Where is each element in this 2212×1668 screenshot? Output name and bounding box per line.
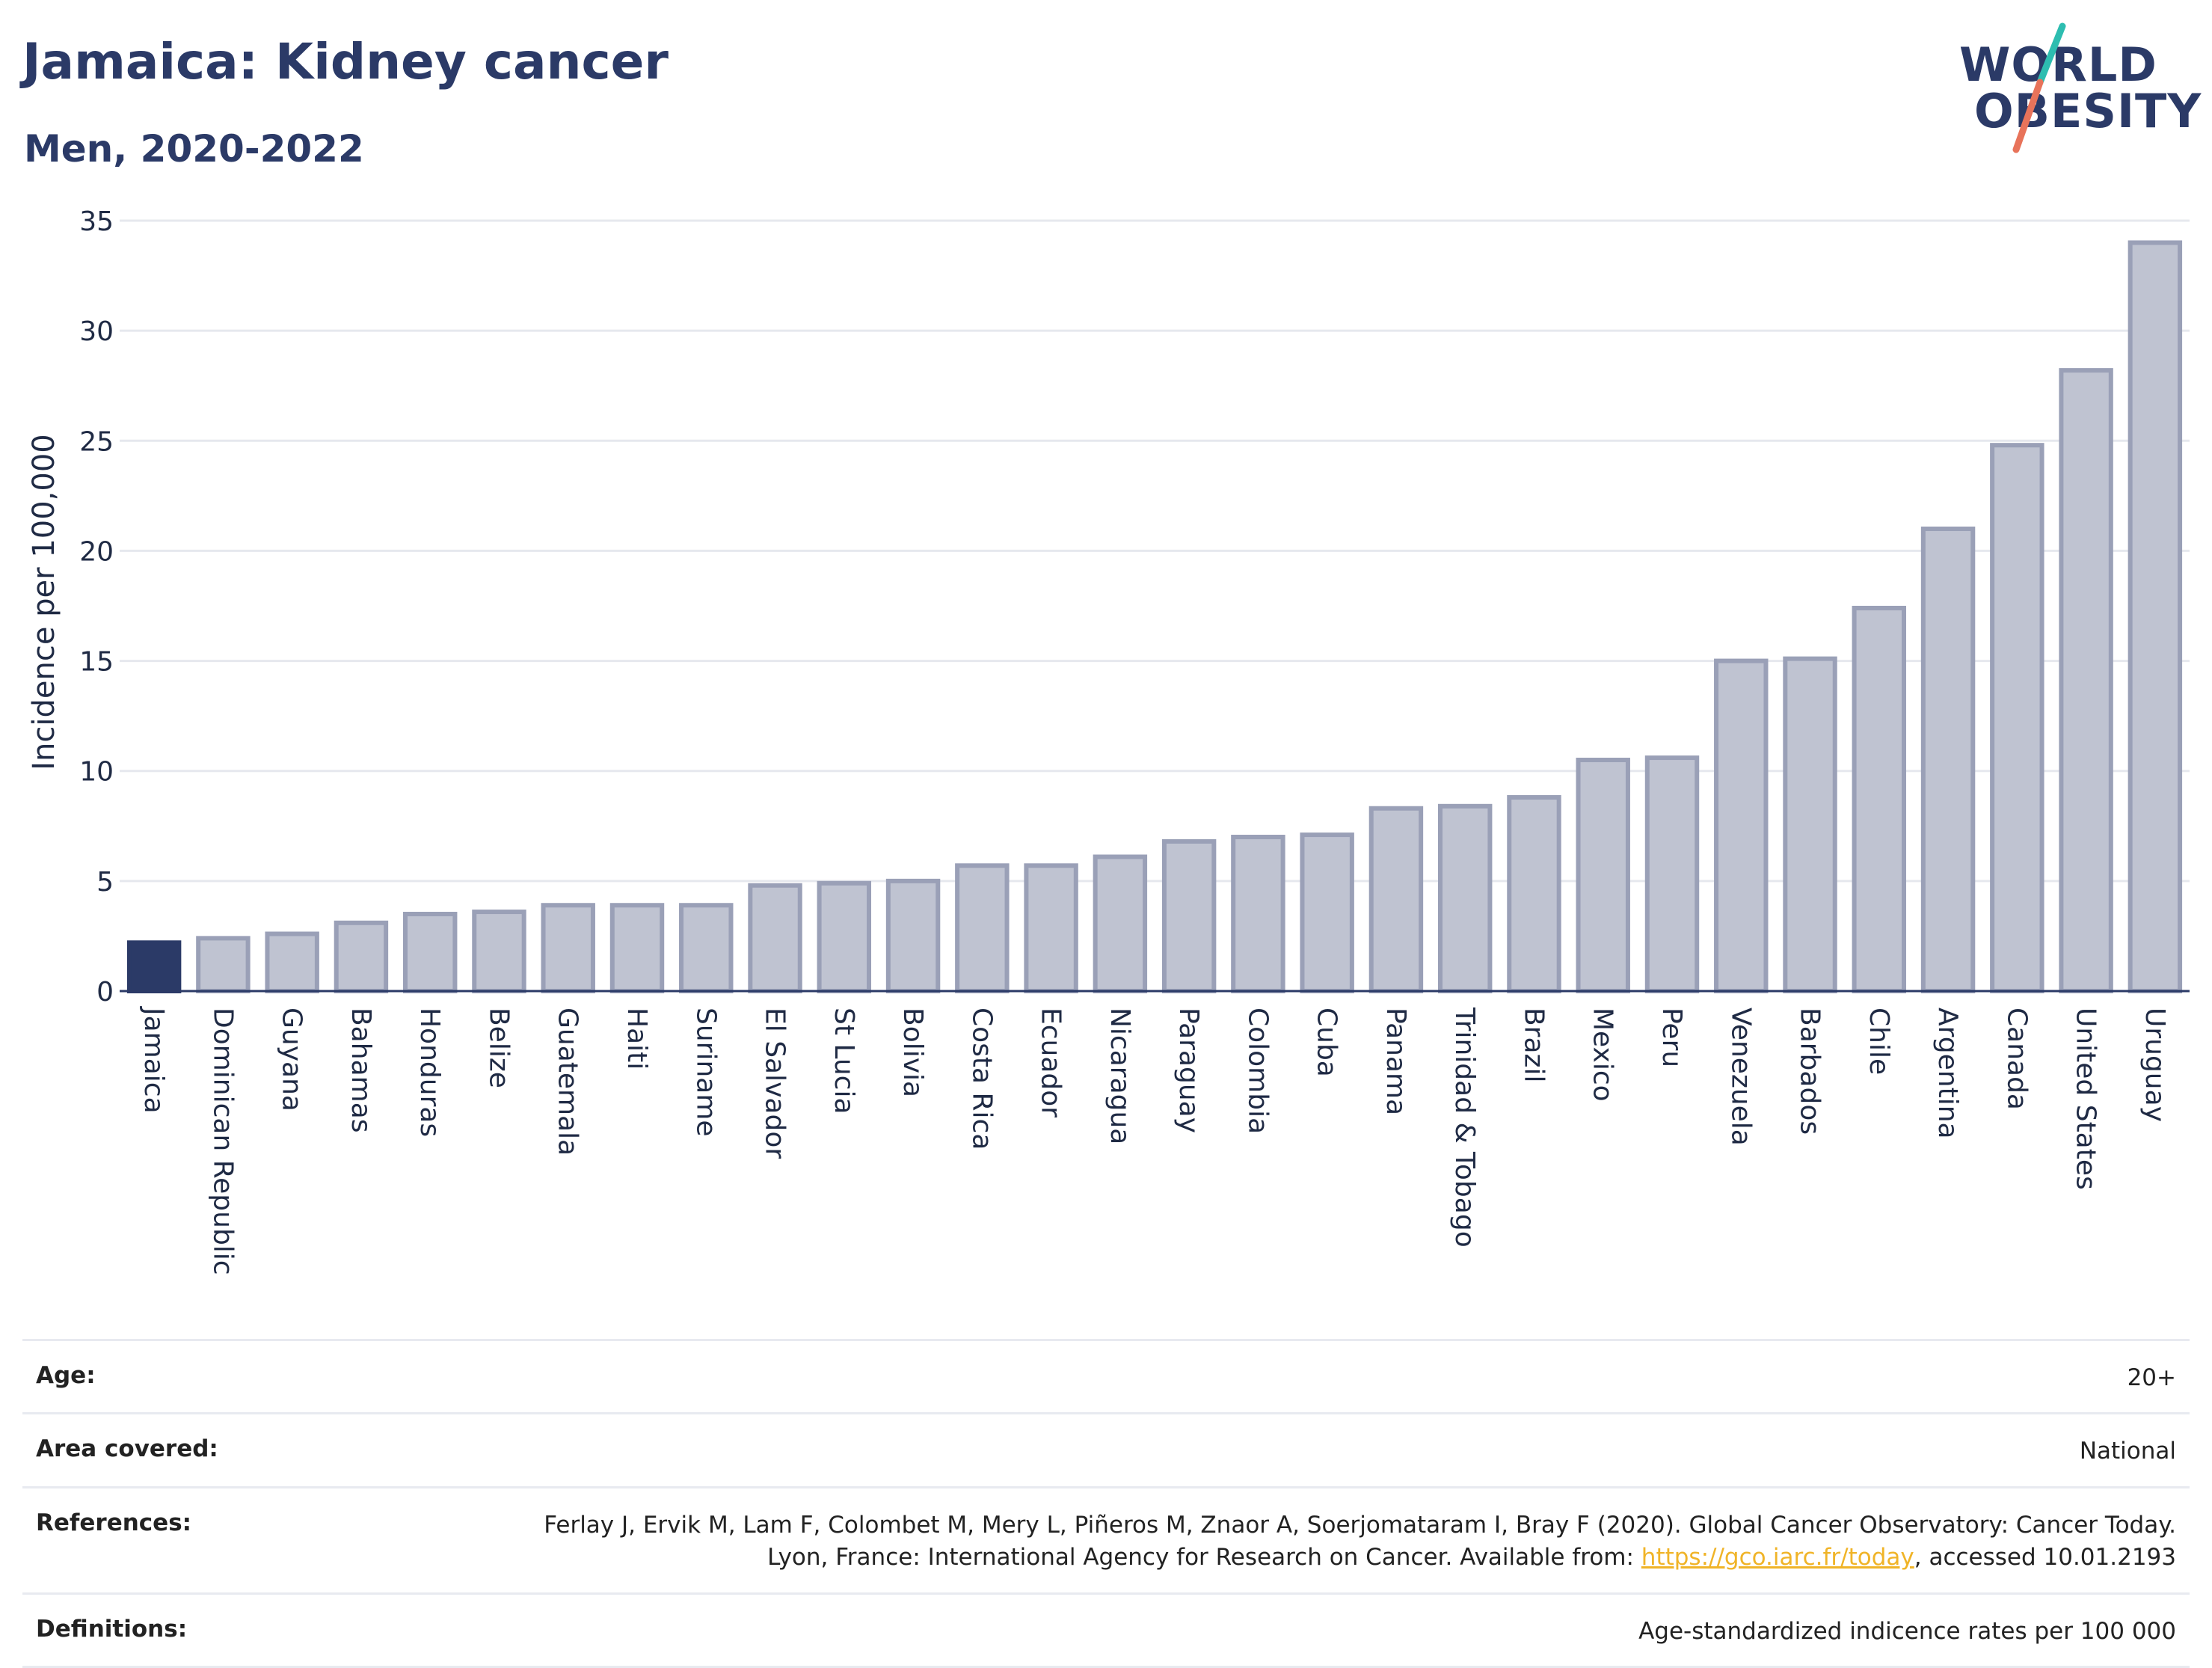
y-tick-label: 5 xyxy=(96,867,114,898)
bar-jamaica[interactable] xyxy=(126,940,182,993)
chart-title: Jamaica: Kidney cancer xyxy=(22,33,669,91)
meta-row-age: Age: 20+ xyxy=(22,1339,2190,1412)
x-axis-labels: Jamaica Dominican Republic Guyana Bahamas Ho… xyxy=(138,1006,2170,1275)
x-tick-label: Jamaica xyxy=(138,1006,169,1114)
bar-costa-rica[interactable] xyxy=(955,863,1010,993)
x-tick-label: Nicaragua xyxy=(1105,1008,1135,1144)
x-tick-label: Argentina xyxy=(1932,1008,1963,1139)
bar-panama[interactable] xyxy=(1368,806,1424,993)
x-tick-label: Colombia xyxy=(1242,1008,1273,1134)
bar-barbados[interactable] xyxy=(1783,656,1837,994)
bar-colombia[interactable] xyxy=(1231,835,1285,993)
bar-bahamas[interactable] xyxy=(334,920,389,993)
y-tick-label: 0 xyxy=(96,977,114,1008)
x-tick-label: Guyana xyxy=(277,1008,307,1112)
bar-haiti[interactable] xyxy=(609,903,665,994)
bar-brazil[interactable] xyxy=(1507,795,1561,993)
bar-uruguay[interactable] xyxy=(2127,240,2183,993)
meta-key: Definitions: xyxy=(36,1615,188,1643)
x-tick-label: St Lucia xyxy=(829,1008,859,1114)
bar-st-lucia[interactable] xyxy=(817,880,872,993)
x-tick-label: Peru xyxy=(1656,1008,1687,1067)
bar-united-states[interactable] xyxy=(2059,368,2113,994)
bar-ecuador[interactable] xyxy=(1024,863,1078,993)
meta-key: References: xyxy=(36,1509,192,1536)
y-tick-label: 10 xyxy=(79,757,114,788)
meta-key: Area covered: xyxy=(36,1435,218,1463)
logo-slash-icon xyxy=(2012,22,2066,153)
meta-row-area: Area covered: National xyxy=(22,1412,2190,1485)
bar-chart: 0 5 10 15 20 25 30 35 Jamaica Dominican Republic… xyxy=(27,206,2190,1275)
meta-value: National xyxy=(2079,1438,2176,1465)
x-tick-label: Trinidad & Tobago xyxy=(1449,1007,1480,1248)
world-obesity-logo: WORLD OBESITY xyxy=(1952,22,2202,157)
bar-canada[interactable] xyxy=(1990,443,2044,993)
grid-lines xyxy=(120,219,2190,993)
y-axis-ticks: 0 5 10 15 20 25 30 35 xyxy=(79,206,114,1008)
meta-value: Age-standardized indicence rates per 100… xyxy=(1638,1617,2176,1645)
metadata-table: Age: 20+ Area covered: National Referenc… xyxy=(22,1339,2190,1668)
x-tick-label: Chile xyxy=(1864,1008,1894,1075)
x-tick-label: Costa Rica xyxy=(966,1008,997,1150)
bar-peru[interactable] xyxy=(1644,755,1700,993)
logo-line-2: OBESITY xyxy=(1974,84,2202,138)
x-tick-label: Venezuela xyxy=(1725,1008,1756,1146)
bar-dominican-republic[interactable] xyxy=(196,936,251,993)
y-tick-label: 20 xyxy=(79,536,114,567)
bar-honduras[interactable] xyxy=(402,912,458,993)
bar-suriname[interactable] xyxy=(679,903,734,994)
x-tick-label: Ecuador xyxy=(1036,1008,1066,1117)
bars xyxy=(120,240,2190,994)
bar-nicaragua[interactable] xyxy=(1093,854,1148,993)
x-tick-label: Canada xyxy=(2001,1008,2032,1110)
y-axis-label: Incidence per 100,000 xyxy=(27,434,61,770)
x-tick-label: Uruguay xyxy=(2139,1008,2170,1122)
x-tick-label: Dominican Republic xyxy=(207,1008,238,1275)
x-tick-label: Honduras xyxy=(414,1008,445,1137)
meta-key: Age: xyxy=(36,1362,96,1389)
bar-guyana[interactable] xyxy=(265,931,319,993)
reference-link[interactable]: https://gco.iarc.fr/today xyxy=(1641,1544,1914,1572)
x-tick-label: Guatemala xyxy=(553,1008,583,1156)
bar-bolivia[interactable] xyxy=(885,878,941,993)
bar-belize[interactable] xyxy=(472,910,526,993)
bar-mexico[interactable] xyxy=(1576,758,1630,993)
x-tick-label: United States xyxy=(2071,1008,2101,1190)
chart-subtitle: Men, 2020-2022 xyxy=(24,127,364,171)
reference-text: Ferlay J, Ervik M, Lam F, Colombet M, Me… xyxy=(544,1511,2176,1572)
x-tick-label: Barbados xyxy=(1795,1008,1825,1135)
y-tick-label: 15 xyxy=(79,647,114,678)
x-tick-label: El Salvador xyxy=(760,1008,790,1159)
bar-el-salvador[interactable] xyxy=(748,883,802,993)
bar-venezuela[interactable] xyxy=(1714,658,1769,993)
y-tick-label: 30 xyxy=(79,316,114,347)
bar-cuba[interactable] xyxy=(1300,833,1354,993)
bar-argentina[interactable] xyxy=(1920,527,1976,993)
bar-guatemala[interactable] xyxy=(541,903,595,994)
meta-row-references: References: Ferlay J, Ervik M, Lam F, Co… xyxy=(22,1485,2190,1592)
x-tick-label: Haiti xyxy=(621,1008,652,1070)
x-tick-label: Panama xyxy=(1380,1008,1411,1115)
bar-chile[interactable] xyxy=(1852,605,1907,993)
meta-value: Ferlay J, Ervik M, Lam F, Colombet M, Me… xyxy=(531,1509,2176,1575)
y-tick-label: 35 xyxy=(79,206,114,237)
x-tick-label: Cuba xyxy=(1312,1008,1342,1077)
y-tick-label: 25 xyxy=(79,426,114,457)
bar-paraguay[interactable] xyxy=(1161,838,1217,994)
reference-accessed: , accessed 10.01.2193 xyxy=(1914,1544,2176,1572)
x-tick-label: Suriname xyxy=(690,1008,721,1137)
x-tick-label: Paraguay xyxy=(1173,1008,1204,1133)
x-tick-label: Brazil xyxy=(1518,1008,1549,1082)
x-tick-label: Bolivia xyxy=(897,1008,928,1097)
meta-value: 20+ xyxy=(2127,1364,2176,1391)
x-tick-label: Bahamas xyxy=(345,1008,376,1133)
x-tick-label: Belize xyxy=(483,1008,514,1088)
bar-trinidad-tobago[interactable] xyxy=(1437,803,1493,993)
meta-row-definitions: Definitions: Age-standardized indicence … xyxy=(22,1592,2190,1668)
x-tick-label: Mexico xyxy=(1588,1008,1618,1102)
